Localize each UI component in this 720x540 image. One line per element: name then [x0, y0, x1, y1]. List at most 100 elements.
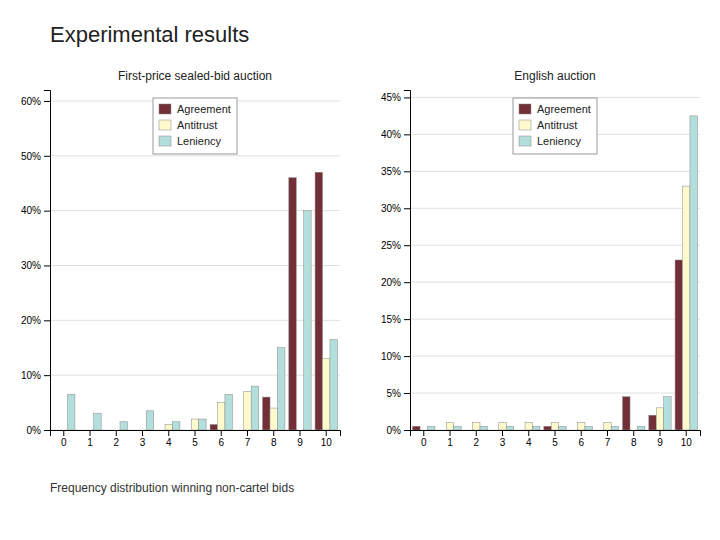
x-tick-mark — [607, 430, 608, 436]
x-tick-mark — [502, 430, 503, 436]
x-tick-mark — [528, 430, 529, 436]
y-tick: 40% — [21, 205, 50, 216]
bar — [570, 430, 577, 431]
x-tick: 9 — [657, 430, 663, 448]
y-tick-label: 5% — [387, 388, 402, 399]
y-tick-label: 20% — [381, 277, 401, 288]
bar — [656, 408, 663, 430]
bar — [683, 186, 690, 430]
x-tick-label: 6 — [578, 437, 584, 448]
bar-series — [413, 260, 683, 430]
bar — [225, 394, 232, 430]
x-tick-label: 5 — [192, 437, 198, 448]
legend-swatch — [159, 120, 171, 130]
y-tick-mark — [44, 320, 50, 321]
grid-line — [50, 155, 340, 156]
y-axis-line — [404, 91, 411, 431]
x-axis-line — [411, 431, 701, 437]
x-tick-mark — [247, 430, 248, 436]
bar — [585, 426, 592, 430]
y-tick: 30% — [381, 203, 410, 214]
y-axis-line — [44, 91, 51, 431]
bar — [158, 430, 165, 431]
x-tick-mark — [221, 430, 222, 436]
bar — [427, 426, 434, 430]
bar — [86, 430, 93, 431]
bar — [630, 430, 637, 431]
bar-series — [67, 211, 337, 430]
y-tick-mark — [404, 356, 410, 357]
y-tick-mark — [44, 101, 50, 102]
y-tick: 35% — [381, 166, 410, 177]
y-tick: 5% — [387, 388, 410, 399]
bar-series — [210, 172, 322, 430]
subtitle: Frequency distribution winning non-carte… — [50, 481, 294, 495]
x-tick-label: 0 — [61, 437, 67, 448]
x-tick-mark — [423, 430, 424, 436]
bar — [251, 386, 258, 430]
x-tick-mark — [195, 430, 196, 436]
y-tick-mark — [404, 245, 410, 246]
x-tick-mark — [659, 430, 660, 436]
bar — [551, 423, 558, 430]
x-tick-label: 4 — [166, 437, 172, 448]
x-tick: 7 — [605, 430, 611, 448]
x-tick: 0 — [421, 430, 427, 448]
y-tick-label: 60% — [21, 96, 41, 107]
x-tick: 5 — [552, 430, 558, 448]
bar — [559, 426, 566, 430]
bar-series — [446, 186, 690, 430]
y-tick-mark — [44, 265, 50, 266]
x-tick-label: 1 — [87, 437, 93, 448]
x-tick: 4 — [166, 430, 172, 448]
x-tick-label: 3 — [140, 437, 146, 448]
bar — [131, 430, 138, 431]
y-tick-mark — [404, 319, 410, 320]
x-tick-mark — [633, 430, 634, 436]
legend-box — [513, 98, 597, 154]
y-tick-label: 0% — [27, 425, 42, 436]
x-tick-label: 4 — [526, 437, 532, 448]
y-tick-mark — [44, 375, 50, 376]
x-tick-mark — [142, 430, 143, 436]
chart-svg: Experimental resultsFrequency distributi… — [0, 0, 720, 540]
legend-item: Antitrust — [159, 119, 217, 131]
bar — [465, 430, 472, 431]
x-tick-label: 0 — [421, 437, 427, 448]
y-tick-label: 0% — [387, 425, 402, 436]
bar — [120, 422, 127, 430]
x-tick: 3 — [140, 430, 146, 448]
y-tick-label: 15% — [381, 314, 401, 325]
legend-label: Antitrust — [177, 119, 217, 131]
grid-line — [410, 282, 700, 283]
y-tick: 45% — [381, 92, 410, 103]
x-tick-mark — [63, 430, 64, 436]
x-tick: 10 — [681, 430, 693, 448]
y-tick-label: 45% — [381, 92, 401, 103]
x-tick-mark — [116, 430, 117, 436]
bar — [518, 430, 525, 431]
x-tick-label: 9 — [657, 437, 663, 448]
legend-item: Agreement — [159, 103, 231, 115]
x-tick-label: 5 — [552, 437, 558, 448]
x-tick-label: 10 — [681, 437, 693, 448]
x-tick: 6 — [218, 430, 224, 448]
x-tick-mark — [273, 430, 274, 436]
bar — [413, 426, 420, 430]
y-tick-mark — [404, 171, 410, 172]
bar — [506, 426, 513, 430]
x-tick: 6 — [578, 430, 584, 448]
bar — [53, 430, 60, 431]
y-tick: 25% — [381, 240, 410, 251]
x-tick: 2 — [113, 430, 119, 448]
plot: 0123456789100%5%10%15%20%25%30%35%40%45%… — [381, 69, 701, 448]
y-tick-label: 10% — [21, 370, 41, 381]
bar — [296, 430, 303, 431]
bar-series — [427, 116, 697, 430]
x-tick: 0 — [61, 430, 67, 448]
x-tick: 4 — [526, 430, 532, 448]
bar — [446, 423, 453, 430]
legend-swatch — [519, 136, 531, 146]
legend-item: Antitrust — [519, 119, 577, 131]
x-tick-mark — [326, 430, 327, 436]
